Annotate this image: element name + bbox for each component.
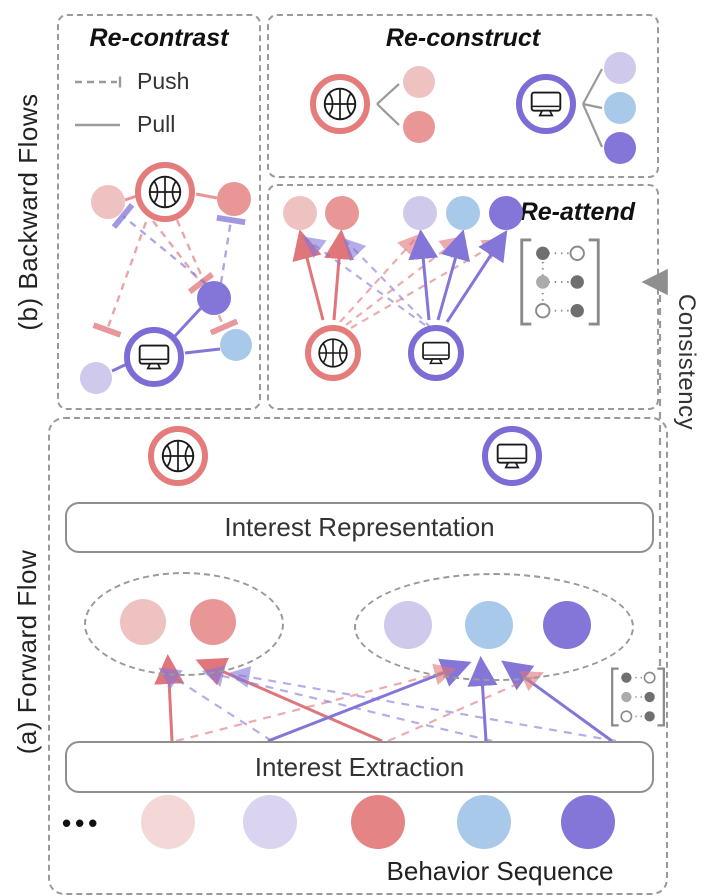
- reattend-dot-5: [489, 196, 523, 230]
- recontrast-dot-lavender: [80, 362, 112, 394]
- cluster-dot-pink: [190, 599, 236, 645]
- push-line-icon: [75, 76, 122, 87]
- cluster-dot-lavender: [384, 601, 432, 649]
- reconstruct-dot-blue: [604, 92, 636, 124]
- reattend-dot-4: [446, 196, 480, 230]
- behavior-sequence-label: Behavior Sequence: [386, 856, 614, 886]
- reconstruct-dot-lavender: [604, 52, 636, 84]
- legend-pull: Pull: [73, 111, 189, 138]
- pull-label: Pull: [137, 111, 176, 137]
- cluster-dot-blue: [465, 601, 513, 649]
- reattend-dot-1: [283, 196, 317, 230]
- recontrast-legend: Push Pull: [73, 68, 189, 154]
- monitor-icon: [482, 426, 542, 486]
- cluster-dot-purple: [543, 601, 591, 649]
- monitor-icon: [124, 327, 184, 387]
- attention-matrix-icon: [611, 667, 665, 727]
- pink-interest-cluster: [84, 572, 284, 676]
- basketball-icon: [148, 426, 208, 486]
- monitor-icon: [408, 325, 464, 381]
- section-backward-label: (b) Backward Flows: [13, 93, 43, 331]
- reconstruct-panel: Re-construct: [267, 14, 659, 178]
- reattend-dot-3: [403, 196, 437, 230]
- reconstruct-title: Re-construct: [385, 24, 541, 52]
- interest-representation-box: Interest Representation: [65, 502, 654, 553]
- recontrast-dot-blue: [220, 329, 252, 361]
- behavior-item-5: [561, 795, 615, 849]
- reconstruct-dot-purple: [604, 132, 636, 164]
- behavior-item-4: [457, 795, 511, 849]
- interest-representation-label: Interest Representation: [224, 512, 495, 542]
- basketball-icon: [135, 162, 195, 222]
- reconstruct-dot-pink-light: [403, 66, 435, 98]
- consistency-label: Consistency: [673, 293, 700, 431]
- recontrast-dot-pink: [217, 182, 251, 216]
- basketball-icon: [310, 74, 370, 134]
- recontrast-dot-purple: [197, 281, 231, 315]
- recontrast-panel: Re-contrast Push Pull: [57, 14, 261, 410]
- legend-push: Push: [73, 68, 189, 95]
- behavior-item-3: [351, 795, 405, 849]
- behavior-item-1: [141, 795, 195, 849]
- interest-extraction-box: Interest Extraction: [65, 741, 654, 793]
- recontrast-title: Re-contrast: [89, 24, 229, 52]
- push-label: Push: [137, 68, 190, 94]
- reattend-dot-2: [325, 196, 359, 230]
- pull-line-icon: [75, 123, 120, 126]
- reattend-panel: Re-attend: [267, 184, 659, 410]
- forward-flow-panel: [48, 417, 668, 895]
- section-forward-label: (a) Forward Flow: [12, 549, 42, 755]
- attention-matrix-icon: [520, 238, 600, 326]
- monitor-icon: [516, 74, 576, 134]
- cluster-dot-pink-light: [120, 599, 166, 645]
- reattend-title: Re-attend: [519, 198, 635, 226]
- interest-extraction-label: Interest Extraction: [254, 751, 465, 782]
- ellipsis-dots: •••: [62, 808, 102, 838]
- reconstruct-dot-pink: [403, 111, 435, 143]
- basketball-icon: [305, 325, 361, 381]
- behavior-item-2: [243, 795, 297, 849]
- recontrast-dot-pink-light: [91, 185, 125, 219]
